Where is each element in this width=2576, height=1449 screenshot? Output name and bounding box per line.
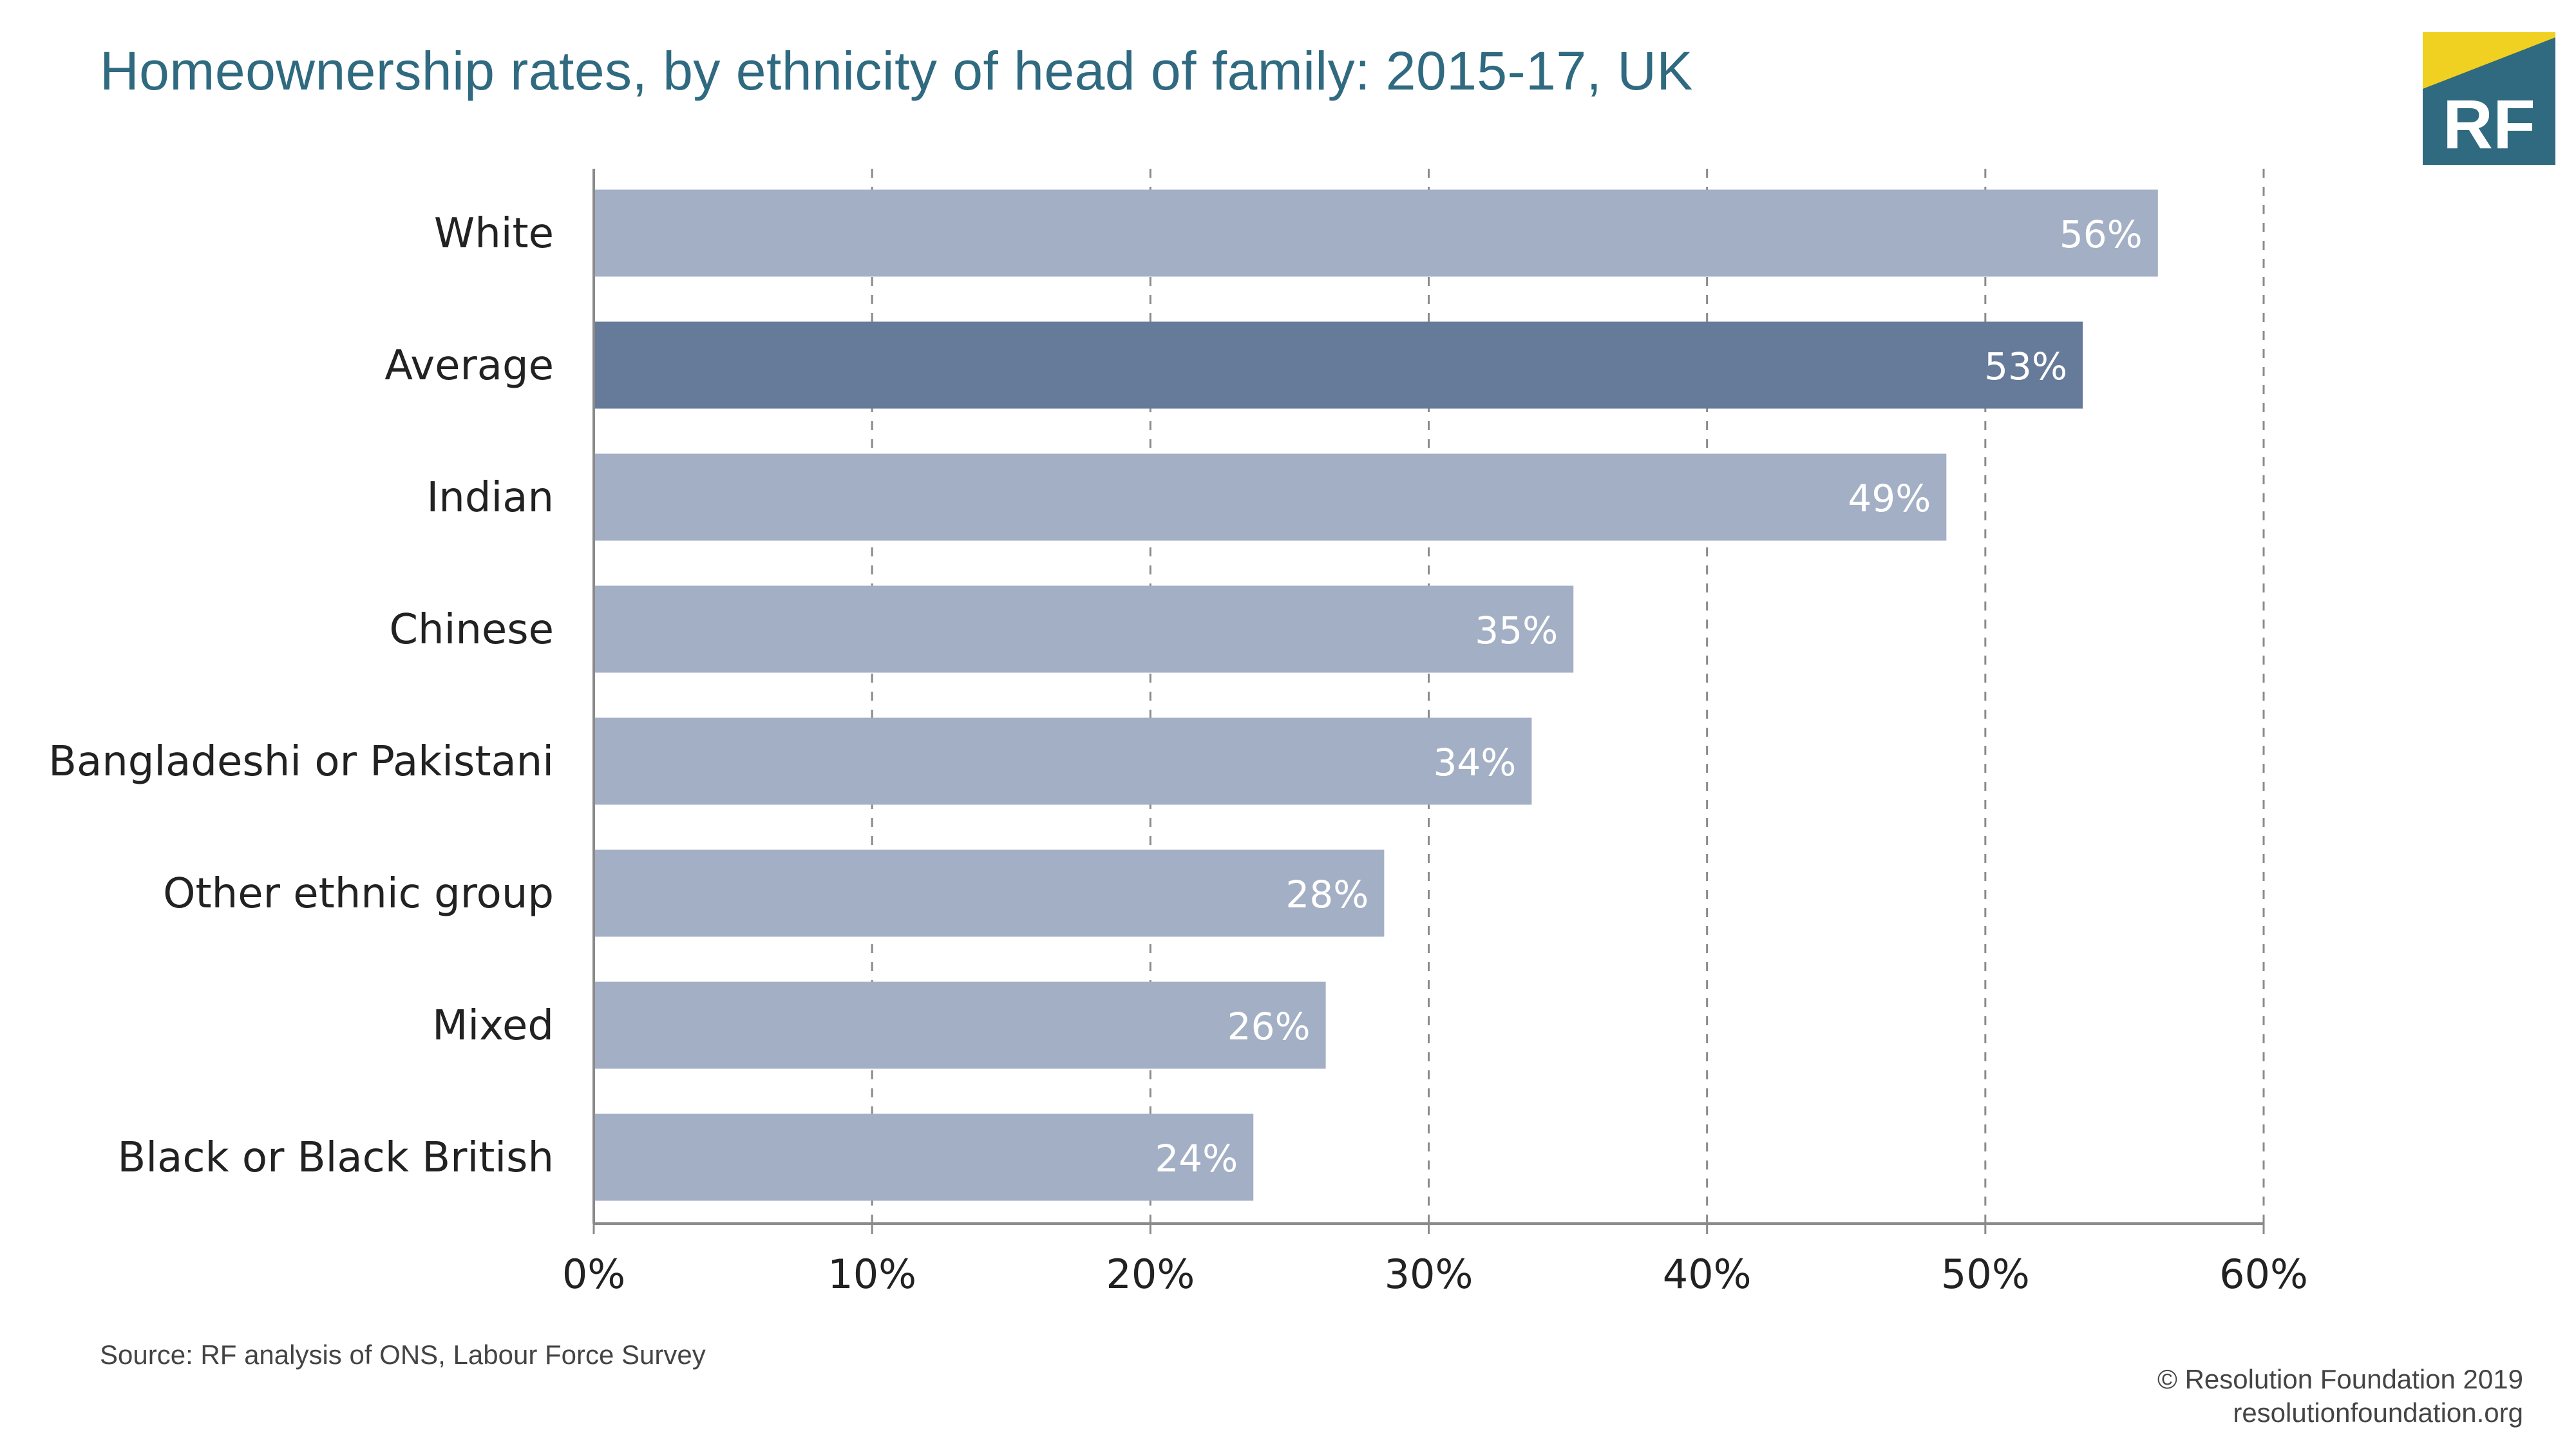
x-tick-labels: 0% 10% 20% 30% 40% 50% 60% <box>562 1251 2308 1298</box>
data-label-3: 49% <box>1848 477 1931 520</box>
x-tick-label-50: 50% <box>1941 1251 2030 1298</box>
bar-3 <box>594 453 1947 541</box>
x-tick-label-30: 30% <box>1385 1251 1473 1298</box>
bar-8 <box>594 1113 1254 1201</box>
logo-text: RF <box>2443 85 2535 163</box>
axes <box>592 169 2265 1234</box>
x-tick-label-0: 0% <box>562 1251 625 1298</box>
category-label-8: Black or Black British <box>117 1134 554 1182</box>
x-tick-label-10: 10% <box>828 1251 916 1298</box>
category-label-4: Chinese <box>389 606 554 654</box>
bar-2 <box>594 321 2083 409</box>
resolution-foundation-logo: RF <box>2423 32 2555 165</box>
bars <box>594 189 2158 1201</box>
data-label-6: 28% <box>1285 873 1368 916</box>
grid-lines <box>871 169 2265 1224</box>
category-label-1: White <box>434 210 554 258</box>
x-tick-label-60: 60% <box>2219 1251 2308 1298</box>
data-label-1: 56% <box>2060 213 2143 256</box>
category-label-7: Mixed <box>432 1002 554 1050</box>
category-labels: White Average Indian Chinese Bangladeshi or … <box>48 210 554 1182</box>
logo-yellow-band <box>2423 32 2555 89</box>
category-label-3: Indian <box>426 474 554 522</box>
data-label-5: 34% <box>1433 741 1516 784</box>
copyright-text: © Resolution Foundation 2019 <box>2157 1364 2523 1394</box>
category-label-2: Average <box>384 342 554 390</box>
data-label-4: 35% <box>1475 609 1558 652</box>
x-tick-label-40: 40% <box>1663 1251 1752 1298</box>
category-label-5: Bangladeshi or Pakistani <box>48 738 554 786</box>
x-tick-label-20: 20% <box>1106 1251 1195 1298</box>
bar-4 <box>594 585 1574 673</box>
source-note: Source: RF analysis of ONS, Labour Force… <box>100 1340 706 1370</box>
bar-5 <box>594 717 1532 805</box>
data-label-7: 26% <box>1227 1005 1311 1048</box>
bar-6 <box>594 849 1385 937</box>
bar-7 <box>594 981 1326 1069</box>
data-label-8: 24% <box>1155 1137 1238 1180</box>
rf-logo-icon: RF <box>2423 32 2555 165</box>
chart-title: Homeownership rates, by ethnicity of hea… <box>100 41 1693 101</box>
data-labels: 56% 53% 49% 35% 34% 28% 26% 24% <box>1155 213 2142 1180</box>
category-label-6: Other ethnic group <box>163 870 554 918</box>
data-label-2: 53% <box>1984 345 2067 388</box>
website-text: resolutionfoundation.org <box>2233 1397 2523 1428</box>
bar-1 <box>594 189 2158 277</box>
